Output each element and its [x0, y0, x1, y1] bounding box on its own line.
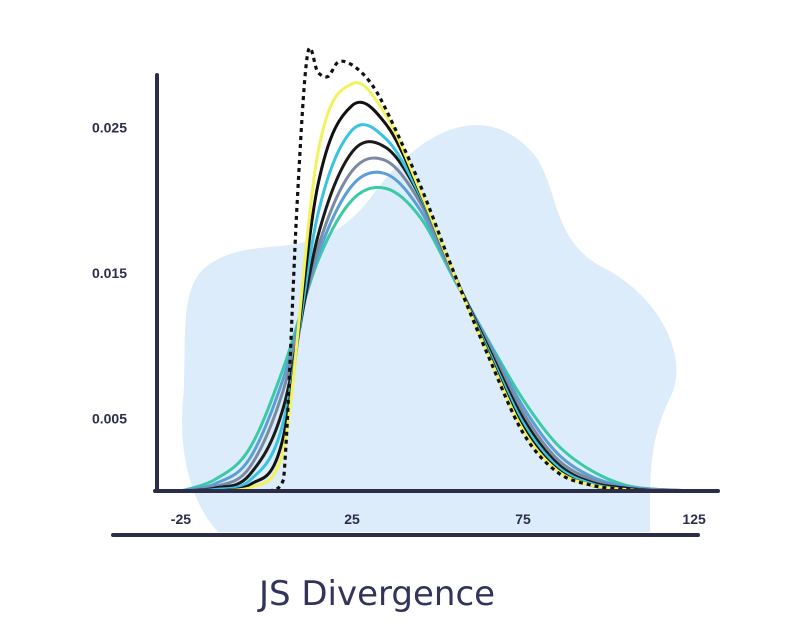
series-line-1: [179, 185, 696, 493]
x-tick-label: 25: [344, 511, 360, 527]
x-tick-label: 75: [515, 511, 531, 527]
x-tick-label: -25: [171, 511, 191, 527]
series-line-3: [179, 156, 696, 493]
series-line-7: [179, 81, 696, 493]
y-tick-label: 0.005: [92, 410, 127, 426]
x-tick-labels: -25 25 75 125: [171, 511, 706, 527]
x-tick-label: 125: [682, 511, 706, 527]
series-layer: [179, 46, 696, 493]
background-blob: [182, 125, 677, 532]
series-line-2: [179, 170, 696, 493]
y-tick-labels: 0.005 0.015 0.025: [92, 119, 127, 426]
y-tick-label: 0.025: [92, 119, 127, 135]
x-axis-label: JS Divergence: [257, 574, 495, 614]
y-tick-label: 0.015: [92, 265, 127, 281]
series-line-8: [180, 46, 695, 493]
